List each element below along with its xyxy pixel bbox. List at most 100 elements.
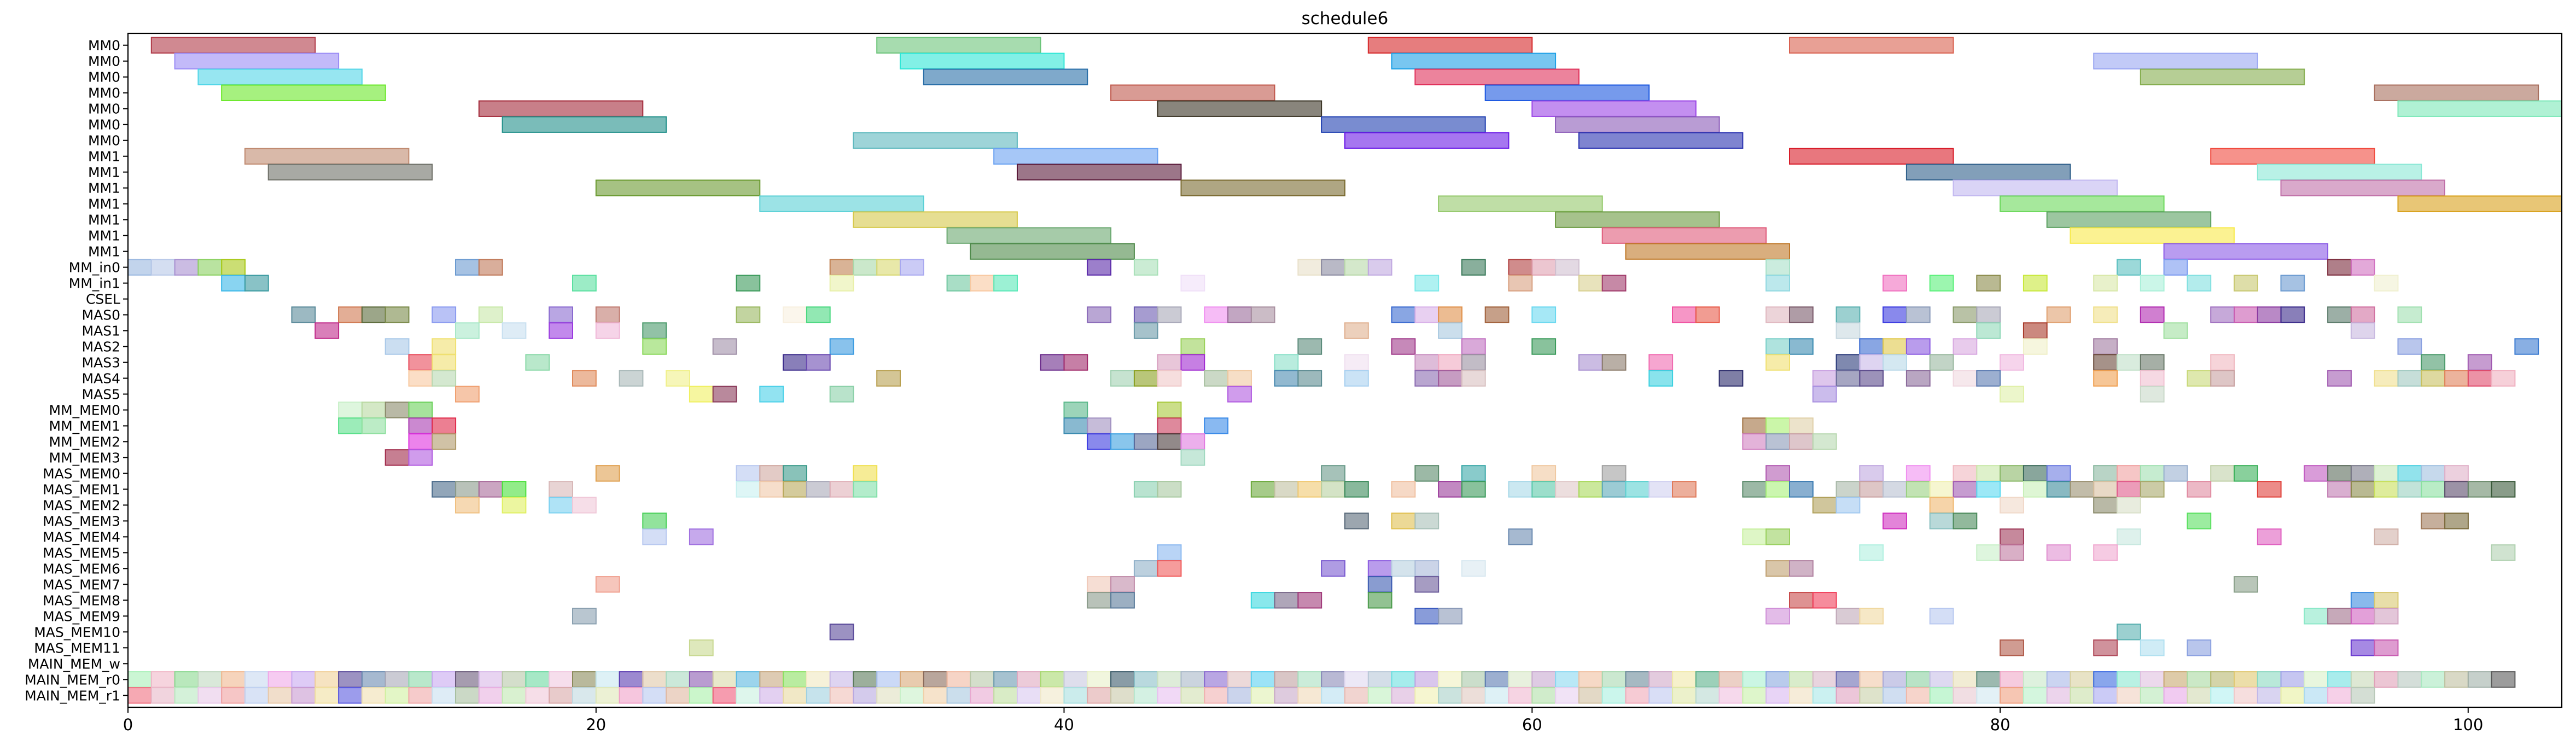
task-bar [2187, 481, 2212, 498]
task-bar [174, 671, 199, 688]
task-bar [712, 687, 737, 704]
task-bar [2140, 354, 2165, 371]
task-bar [478, 687, 503, 704]
task-bar [783, 671, 807, 688]
task-bar [689, 687, 714, 704]
y-tick-label: MAS_MEM2 [43, 497, 120, 513]
y-tick-label: MAS1 [82, 323, 120, 339]
task-bar [1789, 481, 1814, 498]
task-bar [829, 275, 854, 292]
task-bar [1391, 53, 1557, 69]
task-bar [2234, 465, 2258, 482]
task-bar [2117, 671, 2141, 688]
task-bar [923, 671, 948, 688]
task-bar [1017, 164, 1182, 181]
task-bar [1718, 671, 1744, 688]
task-bar [689, 528, 714, 545]
task-bar [2187, 671, 2212, 688]
task-bar [127, 671, 152, 688]
task-bar [1672, 671, 1697, 688]
task-bar [2000, 386, 2024, 403]
task-bar [2093, 497, 2118, 514]
task-bar [1765, 306, 1790, 323]
task-bar [2140, 671, 2165, 688]
task-bar [1180, 687, 1205, 704]
task-bar [946, 275, 971, 292]
task-bar [2467, 370, 2492, 387]
task-bar [1929, 687, 1954, 704]
task-bar [2000, 671, 2024, 688]
task-bar [2117, 354, 2141, 371]
task-bar [2210, 465, 2235, 482]
task-bar [1742, 671, 1767, 688]
task-bar [2467, 354, 2492, 371]
task-bar [2374, 465, 2399, 482]
task-bar [2093, 275, 2118, 292]
task-bar [1929, 608, 1954, 625]
task-bar [2023, 687, 2048, 704]
task-bar [2374, 528, 2399, 545]
task-bar [1905, 671, 1931, 688]
task-bar [291, 306, 316, 323]
task-bar [1695, 306, 1720, 323]
task-bar [127, 259, 152, 276]
task-bar [1859, 671, 1884, 688]
bars-layer [127, 37, 2562, 704]
task-bar [572, 370, 597, 387]
task-bar [1344, 132, 1510, 149]
task-bar [1905, 687, 1931, 704]
task-bar [384, 338, 410, 355]
task-bar [1625, 687, 1650, 704]
y-tick-label: MM0 [88, 101, 120, 117]
task-bar [338, 687, 363, 704]
task-bar [2257, 481, 2282, 498]
task-bar [174, 259, 199, 276]
task-bar [455, 687, 480, 704]
y-tick-label: MAS2 [82, 339, 120, 355]
task-bar [2000, 687, 2024, 704]
task-bar [1859, 465, 1884, 482]
task-bar [1508, 275, 1533, 292]
task-bar [1531, 306, 1557, 323]
task-bar [829, 259, 854, 276]
task-bar [1461, 354, 1486, 371]
task-bar [2093, 354, 2118, 371]
task-bar [2046, 687, 2071, 704]
task-bar [1578, 354, 1603, 371]
task-bar [2046, 306, 2071, 323]
task-bar [2187, 687, 2212, 704]
task-bar [1859, 687, 1884, 704]
task-bar [2350, 592, 2375, 609]
task-bar [2397, 671, 2422, 688]
task-bar [666, 687, 690, 704]
task-bar [1344, 513, 1369, 529]
task-bar [1133, 671, 1158, 688]
y-tick-label: MM_MEM0 [49, 403, 120, 418]
task-bar [361, 306, 386, 323]
task-bar [1344, 671, 1369, 688]
task-bar [993, 671, 1018, 688]
task-bar [2046, 544, 2071, 561]
task-bar [1508, 687, 1533, 704]
y-tick-label: MAS3 [82, 355, 120, 371]
y-tick-label: MM0 [88, 54, 120, 69]
task-bar [2000, 544, 2024, 561]
task-bar [2093, 306, 2118, 323]
task-bar [2140, 306, 2165, 323]
task-bar [267, 671, 293, 688]
task-bar [150, 37, 316, 54]
task-bar [1087, 592, 1112, 609]
y-tick-label: MAS_MEM6 [43, 561, 120, 577]
task-bar [2046, 481, 2071, 498]
task-bar [1835, 370, 1861, 387]
task-bar [1765, 608, 1790, 625]
task-bar [1765, 417, 1790, 434]
y-tick-label: MM_in1 [69, 276, 120, 292]
task-bar [244, 671, 269, 688]
task-bar [1648, 671, 1674, 688]
task-bar [1180, 275, 1205, 292]
x-tick-label: 60 [1522, 715, 1542, 734]
task-bar [1508, 481, 1533, 498]
task-bar [2397, 370, 2422, 387]
